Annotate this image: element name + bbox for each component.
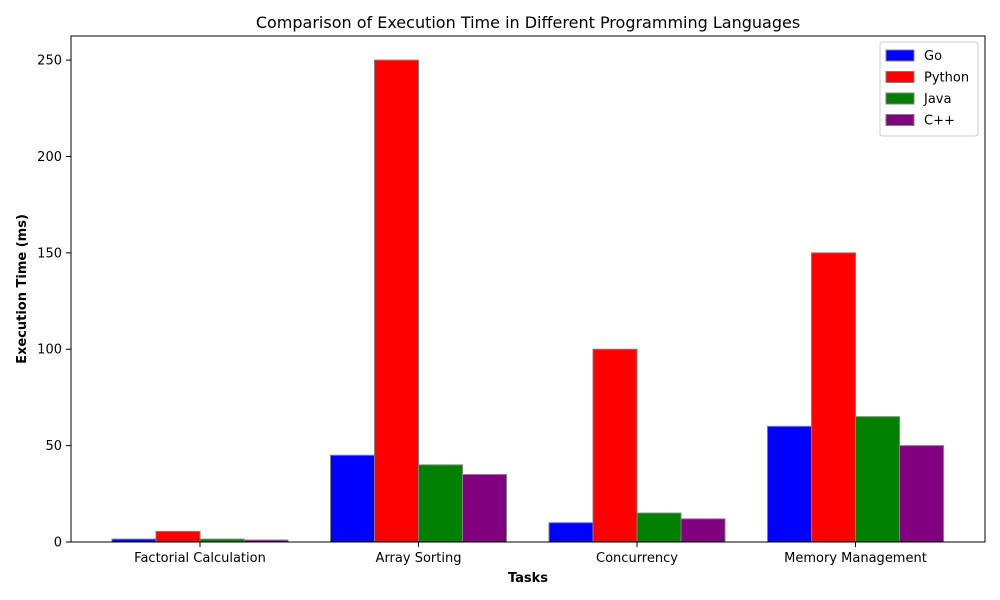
legend-swatch-2 (885, 92, 915, 105)
plot-frame (70, 35, 986, 543)
y-tick-label-0: 0 (54, 536, 62, 551)
bar-cpp-2 (680, 518, 726, 543)
plot-area: 0 50 100 150 200 250 Factorial Calculation Arra… (37, 35, 986, 566)
bar-python-3 (811, 252, 856, 543)
bar-java-3 (855, 416, 900, 543)
legend-swatch-1 (885, 71, 915, 83)
bar-java-2 (636, 512, 682, 543)
legend-label-1: Python (924, 71, 969, 86)
bar-java-1 (418, 464, 463, 543)
bar-cpp-3 (899, 445, 944, 543)
x-tick-label-1: Array Sorting (376, 551, 462, 566)
bar-python-0 (155, 530, 201, 543)
legend: Go Python Java C++ (879, 41, 979, 137)
y-axis-label: Execution Time (ms) (15, 214, 30, 364)
x-tick-label-3: Memory Management (784, 551, 927, 566)
bar-go-2 (548, 522, 594, 543)
chart-title: Comparison of Execution Time in Differen… (256, 13, 800, 32)
bar-go-1 (330, 454, 375, 543)
legend-label-2: Java (923, 92, 951, 107)
legend-swatch-3 (885, 114, 915, 126)
y-tick-label-200: 200 (37, 150, 62, 165)
legend-swatch-0 (885, 49, 915, 62)
bar-cpp-1 (462, 474, 507, 543)
y-tick-label-100: 100 (37, 343, 62, 358)
legend-label-3: C++ (924, 114, 955, 129)
x-tick-label-0: Factorial Calculation (134, 551, 266, 566)
y-tick-label-150: 150 (37, 246, 62, 261)
bar-python-2 (592, 348, 638, 543)
bar-python-1 (374, 59, 419, 543)
y-tick-label-250: 250 (37, 54, 62, 69)
y-tick-label-50: 50 (45, 439, 62, 454)
x-tick-label-2: Concurrency (596, 551, 678, 566)
x-axis-label: Tasks (508, 571, 548, 586)
legend-label-0: Go (924, 49, 942, 64)
legend-box (879, 41, 979, 137)
bar-go-3 (767, 425, 812, 543)
